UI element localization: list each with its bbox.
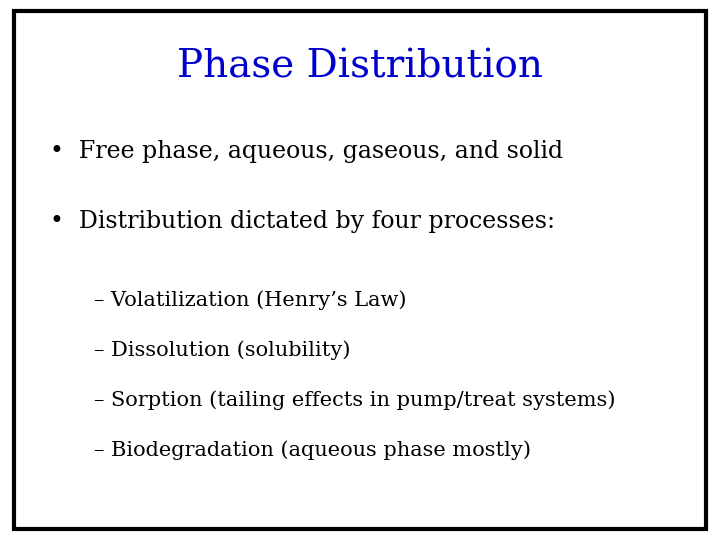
Text: – Volatilization (Henry’s Law): – Volatilization (Henry’s Law) xyxy=(94,290,406,309)
Text: – Biodegradation (aqueous phase mostly): – Biodegradation (aqueous phase mostly) xyxy=(94,441,531,460)
FancyBboxPatch shape xyxy=(14,11,706,529)
Text: •  Free phase, aqueous, gaseous, and solid: • Free phase, aqueous, gaseous, and soli… xyxy=(50,140,564,163)
Text: •  Distribution dictated by four processes:: • Distribution dictated by four processe… xyxy=(50,210,555,233)
Text: Phase Distribution: Phase Distribution xyxy=(177,49,543,86)
Text: – Dissolution (solubility): – Dissolution (solubility) xyxy=(94,340,350,360)
Text: – Sorption (tailing effects in pump/treat systems): – Sorption (tailing effects in pump/trea… xyxy=(94,390,615,410)
